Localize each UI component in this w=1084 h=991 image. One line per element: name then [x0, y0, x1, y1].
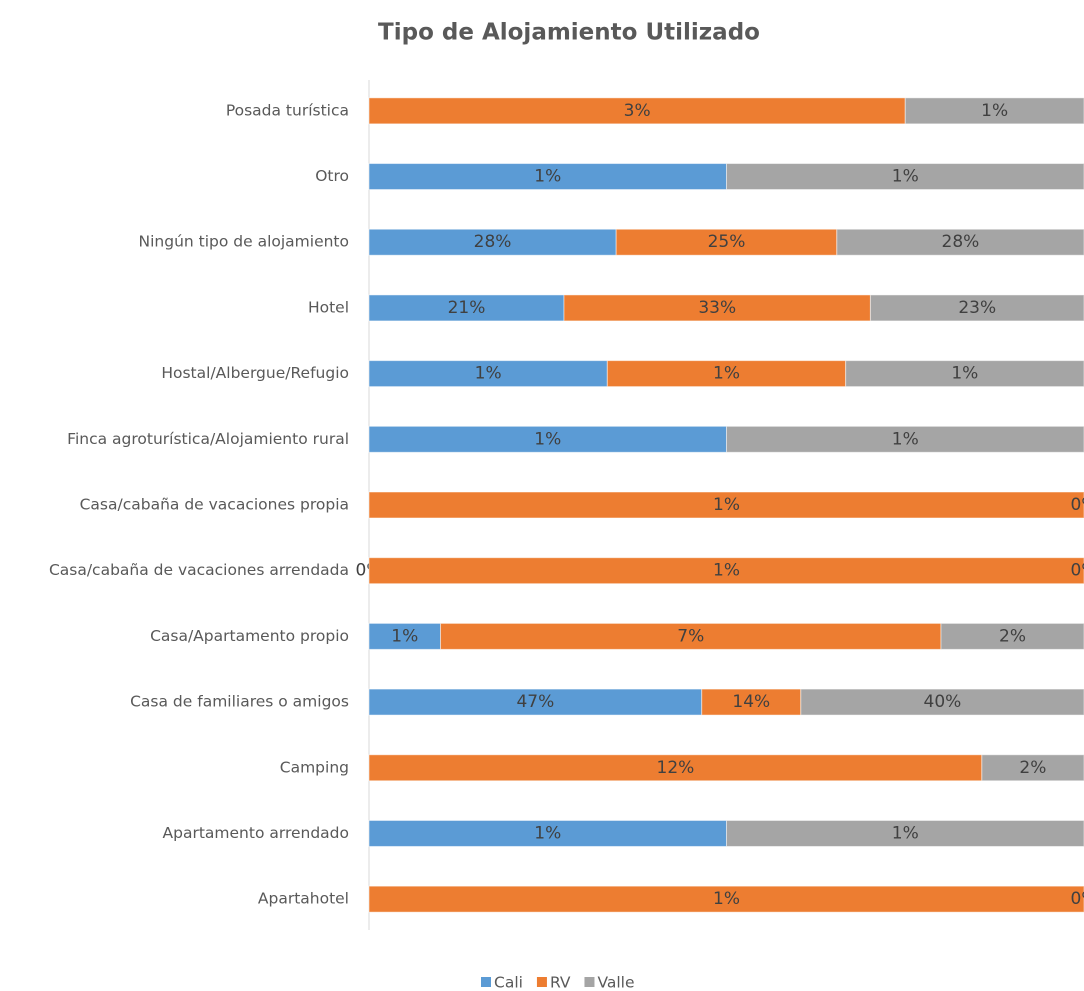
bar-segment: [563, 294, 871, 322]
data-label: 1%: [713, 364, 740, 384]
bar-segment: [836, 228, 1084, 256]
y-tick-label: Otro: [315, 167, 349, 185]
bar-segment: [869, 294, 1084, 322]
legend-label: Valle: [597, 974, 634, 991]
bar-segment: [845, 360, 1084, 388]
bar-segment: [368, 557, 1084, 585]
bar-segment: [701, 688, 802, 716]
bar-segment: [726, 163, 1084, 191]
y-tick-label: Casa/cabaña de vacaciones arrendada: [49, 561, 349, 579]
data-label: 25%: [708, 232, 746, 252]
bar-segment: [368, 228, 617, 256]
data-label: 14%: [732, 692, 770, 712]
y-tick-label: Hotel: [308, 298, 349, 316]
chart-title: Tipo de Alojamiento Utilizado: [378, 20, 760, 46]
bar-segment: [904, 97, 1084, 125]
legend-label: RV: [550, 974, 571, 991]
y-tick-label: Casa/Apartamento propio: [150, 627, 349, 645]
data-label: 1%: [475, 364, 502, 384]
data-label: 0%: [1071, 495, 1084, 515]
data-label: 28%: [942, 232, 980, 252]
legend-swatch: [481, 977, 491, 987]
data-label: 40%: [924, 692, 962, 712]
bar-segment: [368, 885, 1084, 913]
y-tick-label: Apartahotel: [258, 890, 349, 908]
data-label: 3%: [624, 101, 651, 121]
data-label: 28%: [474, 232, 512, 252]
bar-segment: [726, 425, 1084, 453]
y-tick-label: Finca agroturística/Alojamiento rural: [67, 430, 349, 448]
data-label: 23%: [958, 298, 996, 318]
data-label: 7%: [677, 626, 704, 646]
data-label: 1%: [951, 364, 978, 384]
bar-segment: [368, 688, 703, 716]
legend-swatch: [536, 977, 547, 987]
data-label: 2%: [1019, 758, 1046, 778]
y-tick-label: Camping: [280, 758, 349, 776]
legend-label: Cali: [494, 974, 523, 991]
data-label: 1%: [534, 823, 561, 843]
data-label: 0%: [1071, 889, 1084, 909]
data-label: 12%: [657, 758, 695, 778]
data-label: 1%: [981, 101, 1008, 121]
data-label: 0%: [1071, 561, 1084, 581]
data-label: 1%: [534, 167, 561, 187]
data-label: 1%: [713, 561, 740, 581]
y-tick-label: Posada turística: [226, 101, 349, 119]
bar-segment: [368, 491, 1084, 519]
y-tick-label: Casa de familiares o amigos: [130, 693, 349, 711]
bar-segment: [981, 754, 1084, 782]
bar-segment: [940, 622, 1084, 650]
bar-segment: [615, 228, 838, 256]
y-tick-label: Hostal/Albergue/Refugio: [161, 364, 349, 382]
data-label: 1%: [713, 889, 740, 909]
data-label: 1%: [534, 429, 561, 449]
data-label: 2%: [999, 626, 1026, 646]
data-label: 1%: [892, 167, 919, 187]
bar-segment: [368, 425, 727, 453]
y-tick-label: Casa/cabaña de vacaciones propia: [80, 496, 349, 514]
bar-segment: [606, 360, 847, 388]
bar-segment: [726, 819, 1084, 847]
data-label: 1%: [391, 626, 418, 646]
data-label: 47%: [516, 692, 554, 712]
bar-segment: [440, 622, 942, 650]
bar-segment: [368, 294, 565, 322]
y-tick-label: Apartamento arrendado: [163, 824, 349, 842]
bar-segment: [368, 622, 441, 650]
y-tick-label: Ningún tipo de alojamiento: [139, 233, 350, 251]
data-label: 21%: [448, 298, 486, 318]
data-label: 1%: [892, 823, 919, 843]
data-label: 33%: [698, 298, 736, 318]
data-label: 1%: [713, 495, 740, 515]
legend-swatch: [584, 977, 595, 987]
bar-segment: [800, 688, 1084, 716]
data-label: 1%: [892, 429, 919, 449]
bar-segment: [368, 163, 727, 191]
